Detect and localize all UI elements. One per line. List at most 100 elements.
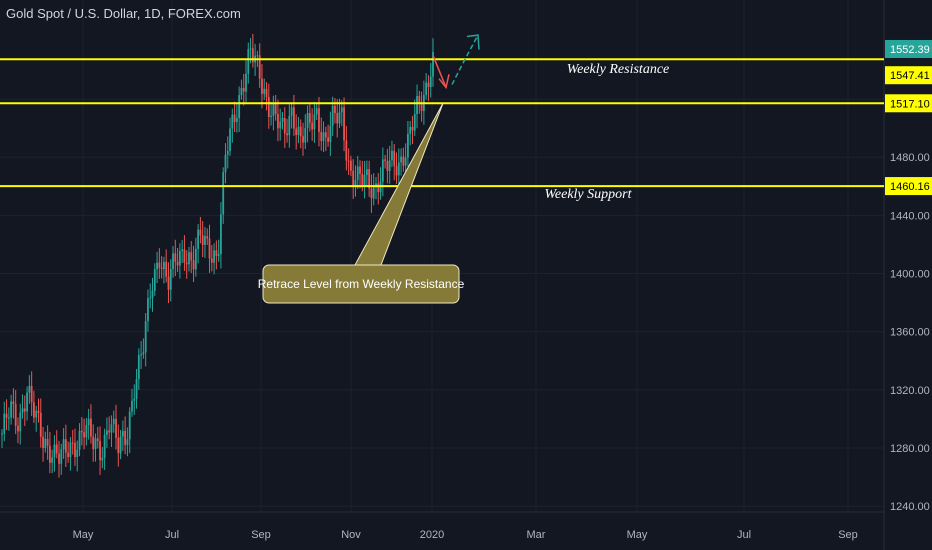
- candle-body: [135, 379, 138, 399]
- x-tick-label: Jul: [165, 529, 179, 541]
- callout-text: Retrace Level from Weekly Resistance: [258, 277, 465, 291]
- candle-body: [117, 437, 120, 454]
- candle-body: [85, 425, 88, 438]
- candle-body: [320, 132, 323, 142]
- candle-body: [416, 96, 418, 115]
- candle-body: [28, 385, 31, 393]
- candle-body: [245, 73, 247, 92]
- candle-body: [299, 126, 302, 137]
- candle-body: [188, 252, 190, 265]
- candle-body: [174, 253, 177, 262]
- candle-body: [126, 439, 129, 445]
- candle-body: [83, 432, 85, 438]
- x-tick-label: May: [73, 529, 94, 541]
- candle-body: [334, 105, 336, 114]
- candle-body: [90, 418, 92, 437]
- level-tag-1460-label: 1460.16: [890, 181, 930, 193]
- candle-body: [258, 55, 261, 79]
- level-tag-1547-label: 1547.41: [890, 70, 930, 82]
- level-tag-1547[interactable]: [885, 66, 932, 85]
- candle-body: [215, 250, 218, 256]
- candle-body: [60, 449, 63, 464]
- candle-body: [249, 48, 252, 50]
- callout-pointer: [354, 103, 444, 266]
- candle-body: [295, 128, 298, 135]
- x-tick-label: Nov: [341, 529, 361, 541]
- candle-body: [1, 433, 3, 435]
- candle-body: [183, 249, 186, 263]
- candle-body: [368, 169, 371, 189]
- candle-body: [51, 457, 54, 463]
- candle-body: [153, 269, 156, 291]
- candle-body: [297, 126, 300, 135]
- candle-body: [30, 385, 33, 403]
- candle-body: [105, 430, 108, 435]
- candle-body: [292, 107, 295, 129]
- candle-body: [112, 418, 115, 425]
- candle-body: [128, 411, 131, 440]
- candle-body: [370, 188, 373, 199]
- candle-body: [67, 452, 70, 458]
- candle-body: [119, 436, 122, 454]
- y-tick-label: 1360.00: [890, 327, 930, 339]
- projection-arrow-line: [451, 34, 479, 85]
- candle-body: [206, 236, 209, 239]
- candle-body: [19, 412, 22, 432]
- candle-body: [324, 132, 327, 138]
- callout-box[interactable]: [262, 264, 460, 304]
- weekly-support-label: Weekly Support: [545, 187, 633, 202]
- candle-body: [336, 113, 339, 124]
- candle-body: [217, 254, 220, 256]
- candle-body: [391, 150, 393, 161]
- candle-body: [313, 114, 316, 130]
- candle-body: [172, 253, 174, 269]
- candle-body: [181, 249, 184, 251]
- chart-title: Gold Spot / U.S. Dollar, 1D, FOREX.com: [6, 6, 241, 21]
- candle-body: [429, 76, 432, 88]
- candle-body: [402, 156, 405, 166]
- candle-body: [347, 160, 350, 162]
- last-price-tag[interactable]: [885, 39, 932, 58]
- candle-body: [281, 117, 284, 122]
- candle-body: [329, 125, 332, 142]
- candle-body: [144, 321, 147, 353]
- candle-body: [12, 401, 15, 404]
- candle-body: [101, 457, 104, 461]
- level-tag-1517[interactable]: [885, 94, 932, 113]
- candle-body: [267, 96, 270, 117]
- candle-body: [197, 229, 200, 249]
- candle-body: [69, 442, 72, 458]
- candle-body: [133, 398, 136, 401]
- candle-body: [7, 417, 10, 419]
- candle-body: [142, 352, 145, 355]
- candle-body: [235, 117, 238, 123]
- candle-body: [377, 183, 380, 193]
- weekly-resistance-label: Weekly Resistance: [567, 62, 670, 77]
- y-tick-label: 1400.00: [890, 269, 930, 281]
- candle-body: [210, 258, 213, 263]
- candle-body: [361, 173, 364, 186]
- candle-body: [10, 401, 13, 418]
- candle-body: [55, 444, 58, 454]
- retrace-arrow-line: [432, 55, 447, 88]
- candle-body: [121, 430, 124, 437]
- candle-body: [306, 113, 309, 128]
- candle-body: [37, 410, 40, 413]
- candle-body: [251, 48, 254, 63]
- candle-body: [39, 412, 42, 437]
- candle-body: [158, 262, 161, 268]
- candle-body: [58, 453, 60, 464]
- candle-body: [64, 439, 67, 453]
- candle-body: [263, 88, 266, 94]
- level-tag-1460[interactable]: [885, 177, 932, 196]
- candle-body: [365, 169, 368, 176]
- candle-body: [35, 410, 38, 418]
- candle-body: [220, 214, 222, 255]
- x-tick-label: May: [627, 529, 648, 541]
- y-tick-label: 1440.00: [890, 210, 930, 222]
- candle-body: [375, 183, 377, 187]
- candle-body: [388, 160, 391, 171]
- candle-body: [242, 87, 245, 92]
- candle-body: [411, 126, 414, 131]
